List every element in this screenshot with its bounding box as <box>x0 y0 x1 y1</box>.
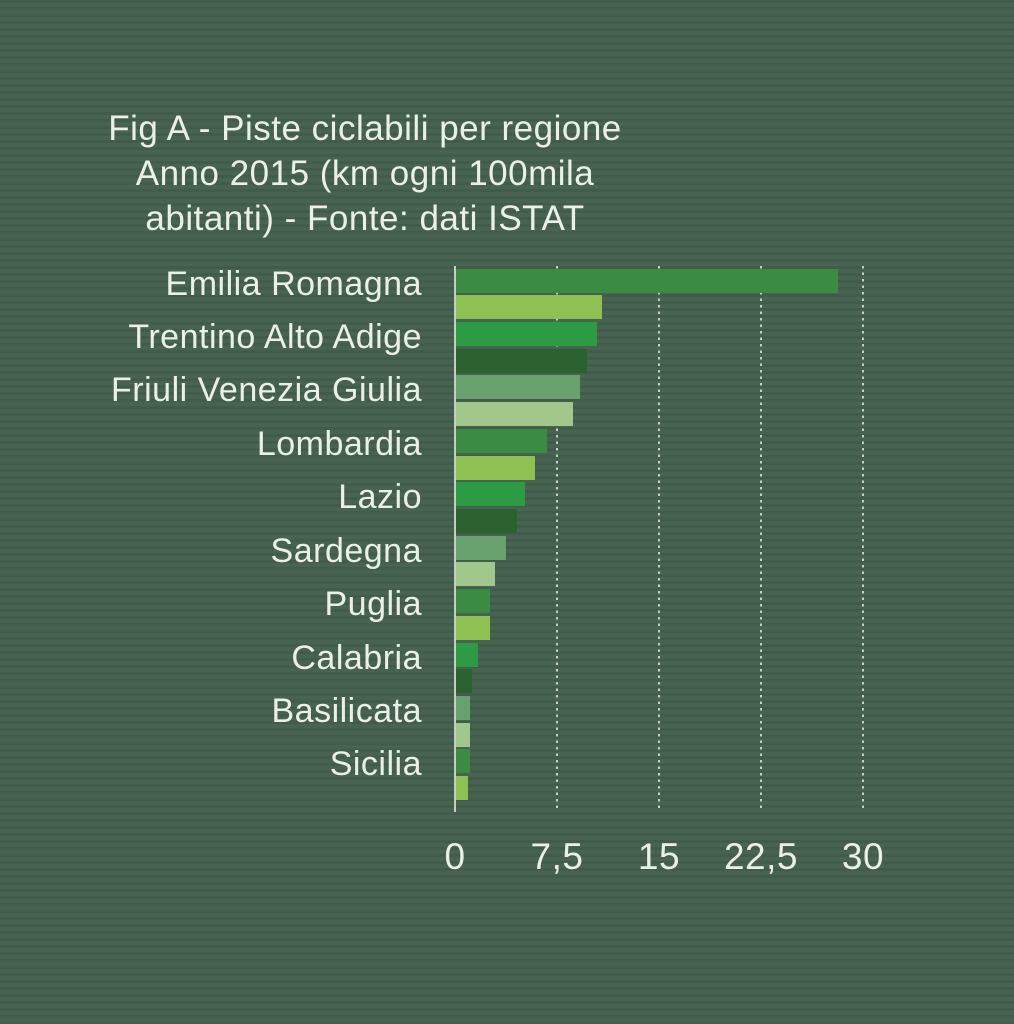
bar-region-12 <box>456 562 496 587</box>
bar-lombardia <box>456 428 548 453</box>
x-tick-30: 30 <box>841 836 885 877</box>
chart-title-line-3: abitanti) - Fonte: dati ISTAT <box>145 199 585 238</box>
gridline-30 <box>862 266 864 812</box>
bar-region-10 <box>456 508 518 533</box>
category-label-basilicata: Basilicata <box>271 692 422 731</box>
category-label-friuli-venezia-giulia: Friuli Venezia Giulia <box>111 371 422 410</box>
bar-emilia-romagna <box>456 268 839 293</box>
y-axis-line <box>454 266 456 812</box>
x-tick-22-5: 22,5 <box>723 836 798 877</box>
x-tick-0: 0 <box>444 836 466 877</box>
category-label-emilia-romagna: Emilia Romagna <box>165 264 422 303</box>
category-label-sicilia: Sicilia <box>329 745 422 784</box>
x-tick-15: 15 <box>637 836 681 877</box>
bar-sicilia <box>456 749 470 774</box>
category-label-lazio: Lazio <box>338 478 422 517</box>
category-label-trentino-alto-adige: Trentino Alto Adige <box>128 317 422 356</box>
bar-region-2 <box>456 295 602 320</box>
bar-region-8 <box>456 455 535 480</box>
bar-sardegna <box>456 535 507 560</box>
category-label-lombardia: Lombardia <box>256 424 422 463</box>
gridline-15 <box>658 266 660 812</box>
bar-calabria <box>456 642 478 667</box>
bar-friuli-venezia-giulia <box>456 375 580 400</box>
bar-puglia <box>456 589 490 614</box>
bar-lazio <box>456 482 526 507</box>
category-label-sardegna: Sardegna <box>270 531 422 570</box>
bar-region-20 <box>456 776 469 801</box>
category-label-calabria: Calabria <box>291 638 422 677</box>
chart-title: Fig A - Piste ciclabili per regione Anno… <box>55 106 675 241</box>
bar-trentino-alto-adige <box>456 321 598 346</box>
bar-region-16 <box>456 669 473 694</box>
category-label-puglia: Puglia <box>324 585 422 624</box>
chart-title-line-2: Anno 2015 (km ogni 100mila <box>135 154 595 193</box>
bar-region-4 <box>456 348 587 373</box>
chart-title-line-1: Fig A - Piste ciclabili per regione <box>108 109 622 148</box>
bar-region-6 <box>456 402 573 427</box>
x-tick-7-5: 7,5 <box>530 836 584 877</box>
gridline-7,5 <box>556 266 558 812</box>
bar-basilicata <box>456 696 470 721</box>
bar-region-18 <box>456 722 470 747</box>
bar-region-14 <box>456 615 490 640</box>
gridline-22,5 <box>760 266 762 812</box>
